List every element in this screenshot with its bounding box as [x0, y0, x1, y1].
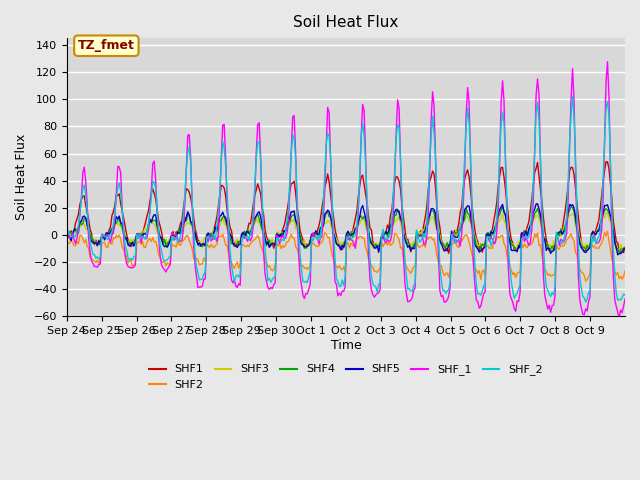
Y-axis label: Soil Heat Flux: Soil Heat Flux — [15, 134, 28, 220]
X-axis label: Time: Time — [330, 339, 361, 352]
Title: Soil Heat Flux: Soil Heat Flux — [293, 15, 399, 30]
Legend: SHF1, SHF2, SHF3, SHF4, SHF5, SHF_1, SHF_2: SHF1, SHF2, SHF3, SHF4, SHF5, SHF_1, SHF… — [145, 360, 547, 395]
Text: TZ_fmet: TZ_fmet — [78, 39, 135, 52]
